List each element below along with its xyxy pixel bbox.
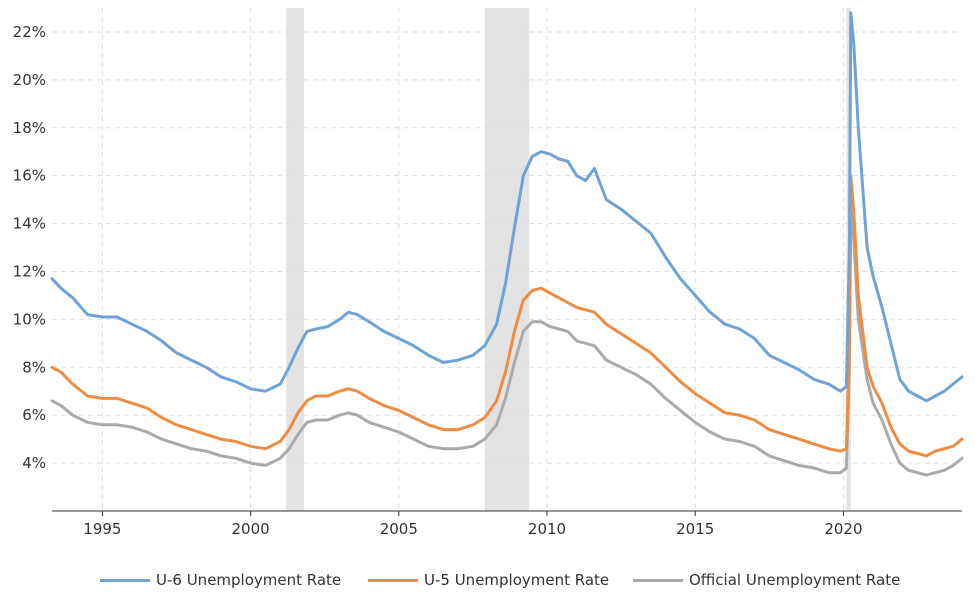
series-line-u-6-unemployment-rate <box>50 11 964 403</box>
axes <box>52 510 962 516</box>
x-tick-label: 2010 <box>528 520 566 538</box>
y-tick-label: 10% <box>13 310 46 328</box>
recession-band <box>286 8 304 511</box>
y-tick-label: 4% <box>22 454 46 472</box>
series-line-official-unemployment-rate <box>50 205 964 477</box>
recession-band <box>484 8 530 511</box>
y-tick-label: 8% <box>22 358 46 376</box>
y-tick-label: 14% <box>13 215 46 233</box>
legend-label: U-6 Unemployment Rate <box>156 571 342 589</box>
y-tick-label: 16% <box>13 167 46 185</box>
x-tick-label: 1995 <box>83 520 121 538</box>
legend-label: Official Unemployment Rate <box>689 571 901 589</box>
y-axis-ticks: 4% 6% 8% 10% 12% 14% 16% 18% 20% 22% <box>13 23 46 472</box>
recession-bands <box>286 8 851 511</box>
legend-label: U-5 Unemployment Rate <box>424 571 610 589</box>
y-tick-label: 18% <box>13 119 46 137</box>
y-tick-label: 22% <box>13 23 46 41</box>
x-tick-label: 2015 <box>676 520 714 538</box>
y-tick-label: 6% <box>22 406 46 424</box>
legend-swatch <box>633 578 683 582</box>
legend-swatch <box>368 578 418 582</box>
x-axis-ticks: 1995 2000 2005 2010 2015 2020 <box>83 520 862 538</box>
x-tick-label: 2000 <box>232 520 270 538</box>
legend-item[interactable]: Official Unemployment Rate <box>633 568 900 592</box>
x-tick-label: 2005 <box>380 520 418 538</box>
legend-item[interactable]: U-5 Unemployment Rate <box>368 568 609 592</box>
series-line-u-5-unemployment-rate <box>50 174 964 458</box>
y-tick-label: 12% <box>13 262 46 280</box>
legend-swatch <box>100 578 150 582</box>
series-lines <box>50 11 964 477</box>
legend: U-6 Unemployment Rate U-5 Unemployment Ra… <box>0 568 975 592</box>
x-tick-label: 2020 <box>824 520 862 538</box>
legend-item[interactable]: U-6 Unemployment Rate <box>100 568 341 592</box>
y-tick-label: 20% <box>13 71 46 89</box>
